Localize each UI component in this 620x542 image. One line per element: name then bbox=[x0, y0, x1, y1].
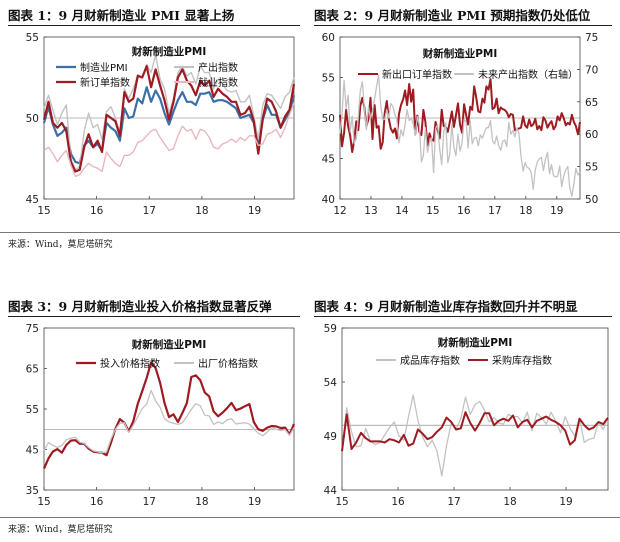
y-tick-label: 75 bbox=[26, 323, 39, 335]
source-rule-top bbox=[0, 232, 620, 233]
chart-title: 财新制造业PMI bbox=[437, 336, 513, 349]
x-tick-label: 19 bbox=[248, 496, 261, 508]
x-tick-label: 16 bbox=[90, 496, 104, 508]
x-tick-label: 18 bbox=[519, 205, 532, 217]
legend-label-3: 就业指数 bbox=[198, 76, 238, 89]
legend-label-1: 未来产出指数（右轴） bbox=[478, 68, 578, 81]
panel-1-title-rule bbox=[8, 25, 300, 26]
panel-3-title-rule bbox=[8, 316, 300, 317]
series-line-1 bbox=[43, 54, 295, 171]
legend-label-0: 投入价格指数 bbox=[100, 357, 160, 370]
series-line-0 bbox=[339, 78, 581, 153]
x-tick-label: 18 bbox=[195, 205, 208, 217]
x-tick-label: 13 bbox=[364, 205, 377, 217]
y2-tick-label: 55 bbox=[585, 162, 598, 174]
x-tick-label: 14 bbox=[395, 205, 409, 217]
series-line-0 bbox=[341, 394, 609, 477]
y-tick-label: 65 bbox=[26, 364, 39, 376]
y-tick-label: 50 bbox=[322, 113, 335, 125]
plot-frame bbox=[43, 327, 295, 491]
legend-label-2: 新订单指数 bbox=[80, 76, 130, 89]
x-tick-label: 18 bbox=[503, 496, 516, 508]
y-tick-label: 35 bbox=[26, 485, 39, 497]
legend-label-1: 出厂价格指数 bbox=[198, 357, 258, 370]
plot-frame bbox=[341, 327, 609, 491]
x-tick-label: 17 bbox=[143, 205, 156, 217]
panel-1-title: 图表 1：9 月财新制造业 PMI 显著上扬 bbox=[8, 8, 235, 23]
x-tick-label: 16 bbox=[457, 205, 471, 217]
x-tick-label: 15 bbox=[335, 496, 348, 508]
series-line-1 bbox=[43, 389, 295, 454]
chart-title: 财新制造业PMI bbox=[131, 338, 207, 351]
y2-tick-label: 60 bbox=[585, 129, 598, 141]
chart-2-export-orders: 40 45 50 55 60 50 55 60 65 70 75 12 13 14 15 16 17 18 19 财新… bbox=[322, 32, 599, 217]
x-tick-label: 16 bbox=[90, 205, 104, 217]
x-tick-label: 19 bbox=[550, 205, 563, 217]
x-tick-label: 15 bbox=[426, 205, 439, 217]
y-tick-label: 40 bbox=[322, 194, 335, 206]
x-tick-label: 18 bbox=[195, 496, 208, 508]
series-line-1 bbox=[341, 411, 609, 452]
x-tick-label: 12 bbox=[333, 205, 346, 217]
series-line-1 bbox=[339, 74, 581, 198]
y-tick-label: 44 bbox=[324, 485, 338, 497]
legend-label-0: 新出口订单指数 bbox=[382, 68, 452, 81]
chart-4-inventory: 44 49 54 59 15 16 17 18 19 财新制造业PMI 成品库存指数 采购库存指数 bbox=[324, 323, 609, 508]
y-tick-label: 55 bbox=[26, 404, 39, 416]
chart-3-input-prices: 35 45 55 65 75 15 16 17 18 19 财新制造业PMI 投入价格指数 出厂价格指数 bbox=[26, 323, 296, 508]
y2-tick-label: 75 bbox=[585, 32, 598, 44]
legend-label-1: 产出指数 bbox=[198, 61, 238, 74]
y-tick-label: 50 bbox=[26, 113, 39, 125]
legend-label-0: 成品库存指数 bbox=[400, 354, 460, 367]
series-line-0 bbox=[42, 361, 296, 469]
source-note-bottom: 来源：Wind，莫尼塔研究 bbox=[8, 525, 113, 535]
y-tick-label: 55 bbox=[26, 32, 39, 44]
y-tick-label: 45 bbox=[322, 154, 335, 166]
x-tick-label: 15 bbox=[37, 205, 50, 217]
panel-3-title: 图表 3：9 月财新制造业投入价格指数显著反弹 bbox=[8, 299, 272, 314]
y-tick-label: 54 bbox=[324, 377, 338, 389]
x-tick-label: 17 bbox=[143, 496, 156, 508]
panel-4-title: 图表 4：9 月财新制造业库存指数回升并不明显 bbox=[314, 299, 578, 314]
series-line-3 bbox=[43, 103, 295, 178]
x-tick-label: 16 bbox=[391, 496, 405, 508]
legend-label-1: 采购库存指数 bbox=[492, 354, 552, 367]
x-tick-label: 17 bbox=[447, 496, 460, 508]
x-tick-label: 17 bbox=[488, 205, 501, 217]
y-tick-label: 45 bbox=[26, 445, 39, 457]
x-tick-label: 19 bbox=[559, 496, 572, 508]
y-tick-label: 59 bbox=[324, 323, 337, 335]
y2-tick-label: 70 bbox=[585, 64, 598, 76]
y2-tick-label: 50 bbox=[585, 194, 598, 206]
series-line-2 bbox=[42, 65, 296, 173]
y-tick-label: 60 bbox=[322, 32, 335, 44]
source-note-top: 来源：Wind，莫尼塔研究 bbox=[8, 240, 113, 250]
panel-2-title-rule bbox=[314, 25, 612, 26]
y-tick-label: 49 bbox=[324, 431, 337, 443]
x-tick-label: 15 bbox=[37, 496, 50, 508]
y-tick-label: 55 bbox=[322, 73, 335, 85]
chart-title: 财新制造业PMI bbox=[422, 47, 498, 60]
source-rule-bottom bbox=[0, 517, 620, 518]
legend-label-0: 制造业PMI bbox=[80, 61, 128, 74]
panel-2-title: 图表 2：9 月财新制造业 PMI 预期指数仍处低位 bbox=[314, 8, 591, 23]
y-tick-label: 45 bbox=[26, 194, 39, 206]
x-tick-label: 19 bbox=[248, 205, 261, 217]
y2-tick-label: 65 bbox=[585, 97, 598, 109]
panel-4-title-rule bbox=[314, 316, 612, 317]
chart-title: 财新制造业PMI bbox=[131, 45, 207, 58]
